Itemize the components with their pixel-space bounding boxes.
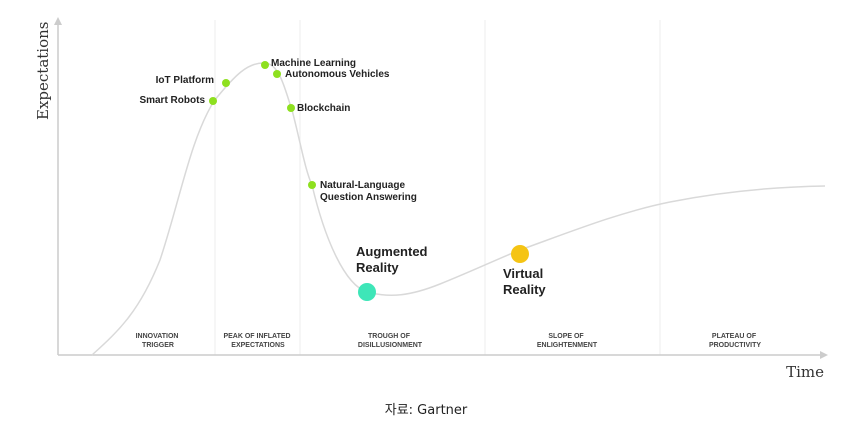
label-blockchain: Blockchain (297, 103, 350, 114)
hype-curve (91, 62, 826, 356)
marker-autonomous-vehicles (273, 70, 281, 78)
label-iot-platform: IoT Platform (156, 75, 214, 86)
label-natural-language-question-answering: Natural-Language Question Answering (320, 180, 417, 203)
phase-label-peak-of-inflated-expectations: PEAK OF INFLATED EXPECTATIONS (223, 333, 292, 349)
x-axis-arrow (820, 351, 828, 359)
phase-label-plateau-of-productivity: PLATEAU OF PRODUCTIVITY (709, 333, 761, 349)
marker-blockchain (287, 104, 295, 112)
hype-cycle-diagram: Expectations Time INNOVATION TRIGGER PEA… (34, 17, 828, 381)
marker-iot-platform (222, 79, 230, 87)
y-axis-arrow (54, 17, 62, 25)
marker-machine-learning (261, 61, 269, 69)
marker-natural-language-question-answering (308, 181, 316, 189)
label-augmented-reality: Augmented Reality (356, 244, 431, 275)
marker-smart-robots (209, 97, 217, 105)
marker-virtual-reality (511, 245, 529, 263)
label-machine-learning: Machine Learning (271, 58, 356, 69)
phase-label-trough-of-disillusionment: TROUGH OF DISILLUSIONMENT (358, 333, 423, 349)
label-virtual-reality: Virtual Reality (503, 266, 547, 297)
x-axis-title: Time (786, 363, 824, 381)
label-smart-robots: Smart Robots (139, 95, 205, 106)
source-caption: 자료: Gartner (384, 403, 468, 418)
label-autonomous-vehicles: Autonomous Vehicles (285, 69, 390, 80)
y-axis-title: Expectations (34, 22, 52, 120)
marker-augmented-reality (358, 283, 376, 301)
phase-label-innovation-trigger: INNOVATION TRIGGER (136, 333, 181, 349)
phase-label-slope-of-enlightenment: SLOPE OF ENLIGHTENMENT (537, 333, 598, 349)
